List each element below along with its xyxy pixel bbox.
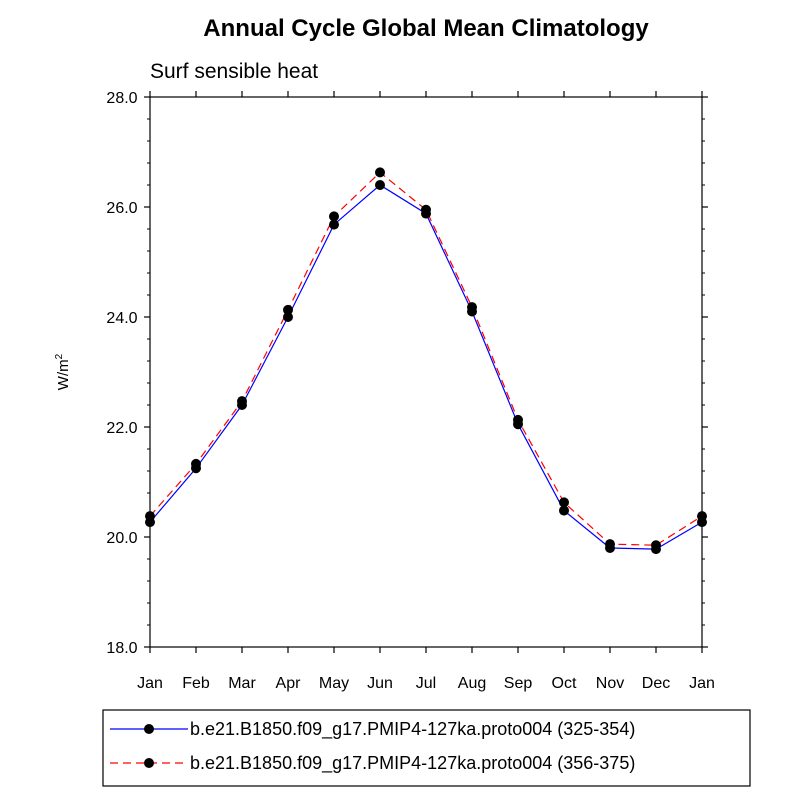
y-tick-label: 28.0 [106, 90, 137, 107]
x-tick-label: Jul [416, 675, 436, 692]
series-1-point [559, 505, 569, 516]
series-2-point [513, 414, 523, 425]
x-tick-label: Nov [596, 675, 624, 692]
plot-frame [149, 96, 703, 648]
svg-text:W/m2: W/m2 [54, 353, 72, 390]
series-1-point [329, 219, 339, 230]
series-2-point [375, 167, 385, 178]
y-axis-label-text: W/m [55, 359, 72, 390]
x-tick-label: Dec [642, 675, 670, 692]
chart-subtitle: Surf sensible heat [150, 60, 318, 83]
x-tick-label: Mar [228, 675, 256, 692]
series-1-point [283, 312, 293, 322]
series-2-point [467, 302, 477, 313]
series-2-point [237, 396, 247, 407]
y-tick-label: 18.0 [106, 640, 137, 657]
y-tick-label: 26.0 [106, 200, 137, 217]
x-tick-label: Apr [276, 675, 302, 692]
x-tick-label: Feb [182, 675, 210, 692]
series-layer [145, 167, 707, 555]
x-tick-label: May [319, 675, 349, 692]
legend-box [102, 709, 751, 787]
series-line-2 [149, 171, 703, 546]
y-tick-label: 24.0 [106, 310, 137, 327]
series-2-point [191, 458, 201, 469]
y-axis-label-superscript: 2 [54, 353, 65, 359]
series-2-point [421, 204, 431, 215]
series-2-point [605, 539, 615, 550]
series-2-point [651, 540, 661, 551]
x-tick-label: Aug [458, 675, 486, 692]
series-2-point [329, 211, 339, 222]
series-2-point [559, 497, 569, 508]
legend-label-2: b.e21.B1850.f09_g17.PMIP4-127ka.proto004… [190, 753, 635, 774]
y-axis-label: W/m2 [54, 353, 72, 390]
x-tick-label: Oct [552, 675, 577, 692]
y-tick-label: 20.0 [106, 530, 137, 547]
x-tick-label: Jan [137, 675, 163, 692]
axis-ticks: 18.0 20.0 22.0 24.0 26.0 28.0 Jan Feb Mar Apr May J… [106, 90, 714, 692]
x-tick-label: Jan [689, 675, 715, 692]
chart-title: Annual Cycle Global Mean Climatology [203, 15, 649, 42]
series-line-1 [149, 184, 703, 550]
x-tick-label: Sep [504, 675, 533, 692]
series-1-point [375, 180, 385, 190]
legend-marker-1 [144, 724, 154, 734]
series-2-point [283, 304, 293, 315]
legend: b.e21.B1850.f09_g17.PMIP4-127ka.proto004… [102, 709, 751, 787]
legend-label-1: b.e21.B1850.f09_g17.PMIP4-127ka.proto004… [190, 719, 635, 740]
x-tick-label: Jun [367, 675, 393, 692]
legend-marker-2 [144, 758, 154, 768]
series-2-point [697, 511, 707, 522]
series-2-point [145, 511, 155, 522]
y-tick-label: 22.0 [106, 420, 137, 437]
